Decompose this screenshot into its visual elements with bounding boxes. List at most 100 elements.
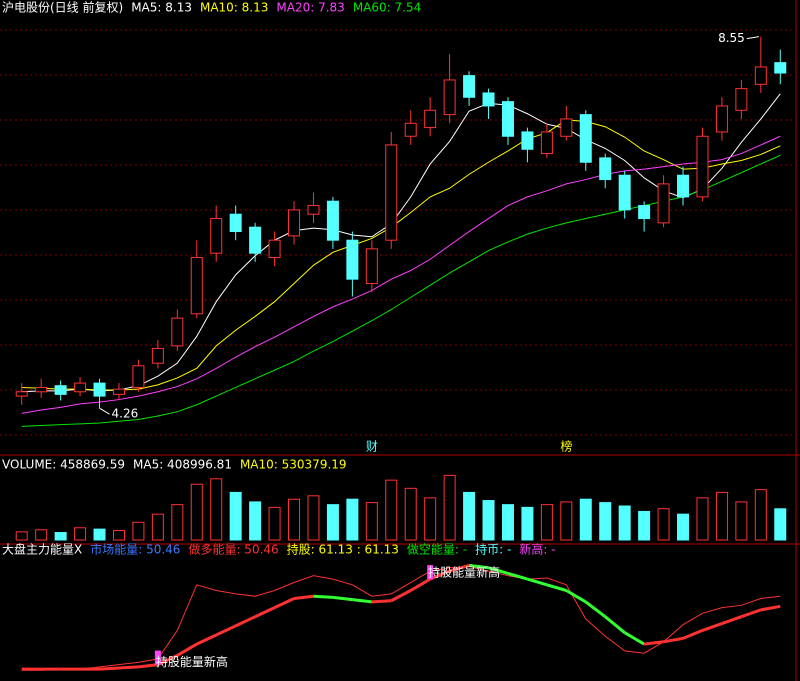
candle-body bbox=[618, 174, 631, 211]
ma-line bbox=[21, 119, 781, 391]
candle-body bbox=[171, 317, 184, 347]
header-item: MA10: 530379.19 bbox=[240, 458, 347, 472]
energy-segment bbox=[507, 571, 528, 581]
energy-segment bbox=[663, 636, 684, 644]
candle-body bbox=[288, 209, 301, 237]
volume-bar bbox=[404, 487, 417, 541]
volume-bar bbox=[657, 508, 670, 541]
energy-segment bbox=[449, 563, 470, 573]
candle-body bbox=[15, 391, 28, 397]
volume-bar bbox=[715, 491, 728, 541]
header-item: 市场能量: 50.46 bbox=[90, 542, 180, 557]
volume-bar bbox=[326, 504, 339, 541]
candle-body bbox=[501, 101, 514, 137]
energy-segment bbox=[313, 594, 334, 599]
volume-bar bbox=[54, 532, 67, 541]
header-item: VOLUME: 458869.59 bbox=[2, 458, 125, 472]
candle-body bbox=[482, 92, 495, 107]
volume-bar bbox=[560, 501, 573, 541]
candle-body bbox=[365, 248, 378, 285]
signal-box bbox=[154, 650, 161, 665]
ma-line bbox=[21, 93, 781, 393]
min-label: 4.26 bbox=[112, 407, 139, 421]
volume-bar bbox=[210, 478, 223, 541]
volume-bar bbox=[132, 521, 145, 541]
volume-bar bbox=[463, 491, 476, 541]
energy-segment bbox=[604, 615, 626, 634]
candle-body bbox=[249, 226, 262, 254]
volume-bar bbox=[521, 506, 534, 541]
energy-segment bbox=[352, 598, 372, 604]
candle-body bbox=[346, 239, 359, 280]
candle-body bbox=[774, 62, 787, 74]
ma-line bbox=[21, 135, 781, 414]
candle-body bbox=[229, 213, 242, 233]
energy-segment bbox=[138, 663, 159, 669]
volume-bar bbox=[696, 497, 709, 541]
signal-label: 持股能量新高 bbox=[428, 565, 500, 580]
header-item: MA20: 7.83 bbox=[276, 1, 344, 15]
candle-body bbox=[385, 144, 398, 241]
candle-body bbox=[657, 183, 670, 224]
volume-bar bbox=[35, 529, 48, 541]
candle-body bbox=[74, 382, 87, 393]
energy-segment bbox=[409, 577, 431, 592]
candle-body bbox=[307, 205, 320, 215]
energy-segment bbox=[273, 597, 295, 609]
volume-bar bbox=[501, 504, 514, 541]
volume-bar bbox=[735, 501, 748, 541]
candle-body bbox=[210, 218, 223, 254]
energy-segment bbox=[527, 577, 548, 587]
volume-bar bbox=[171, 504, 184, 541]
energy-segment bbox=[721, 615, 742, 625]
candle-body bbox=[190, 257, 203, 315]
ma-line bbox=[21, 154, 781, 427]
min-arrow bbox=[99, 407, 110, 415]
energy-segment bbox=[682, 629, 704, 640]
header-item: 做多能量: 50.46 bbox=[188, 542, 278, 557]
volume-bar bbox=[346, 498, 359, 541]
signal-label: 持股能量新高 bbox=[156, 654, 228, 669]
volume-bar bbox=[618, 505, 631, 541]
candle-body bbox=[540, 131, 553, 155]
volume-bar bbox=[443, 474, 456, 541]
energy-segment bbox=[118, 665, 139, 670]
volume-bar bbox=[540, 504, 553, 541]
volume-bar bbox=[229, 491, 242, 541]
candle-body bbox=[151, 347, 164, 364]
volume-bar bbox=[677, 513, 690, 541]
volume-bar bbox=[599, 502, 612, 541]
news-marker: 财 bbox=[366, 440, 378, 454]
energy-segment bbox=[390, 589, 412, 603]
volume-bar bbox=[365, 502, 378, 541]
energy-segment bbox=[760, 604, 781, 612]
candle-body bbox=[463, 75, 476, 98]
energy-segment bbox=[157, 654, 178, 666]
news-marker: 榜 bbox=[560, 439, 572, 454]
energy-segment bbox=[196, 633, 217, 646]
candle-body bbox=[404, 122, 417, 137]
volume-bar bbox=[482, 500, 495, 541]
energy-segment bbox=[429, 569, 451, 581]
volume-bar bbox=[112, 529, 125, 541]
volume-bar bbox=[93, 528, 106, 541]
energy-segment bbox=[565, 589, 587, 604]
candle-body bbox=[268, 239, 281, 259]
chart-title: 沪电股份(日线 前复权) bbox=[2, 0, 123, 15]
volume-bar bbox=[424, 497, 437, 541]
candle-body bbox=[735, 88, 748, 111]
candle-body bbox=[93, 382, 106, 397]
energy-segment bbox=[293, 594, 314, 600]
candle-body bbox=[579, 114, 592, 163]
header-item: 持股: 61.13 : 61.13 bbox=[287, 542, 399, 557]
header-item: 做空能量: - bbox=[407, 542, 467, 557]
header-item: MA10: 8.13 bbox=[200, 1, 268, 15]
energy-segment bbox=[488, 566, 509, 575]
candle-body bbox=[132, 365, 145, 388]
volume-bar bbox=[151, 513, 164, 541]
candle-body bbox=[326, 200, 339, 241]
candle-body bbox=[560, 118, 573, 137]
volume-bar bbox=[190, 483, 203, 541]
